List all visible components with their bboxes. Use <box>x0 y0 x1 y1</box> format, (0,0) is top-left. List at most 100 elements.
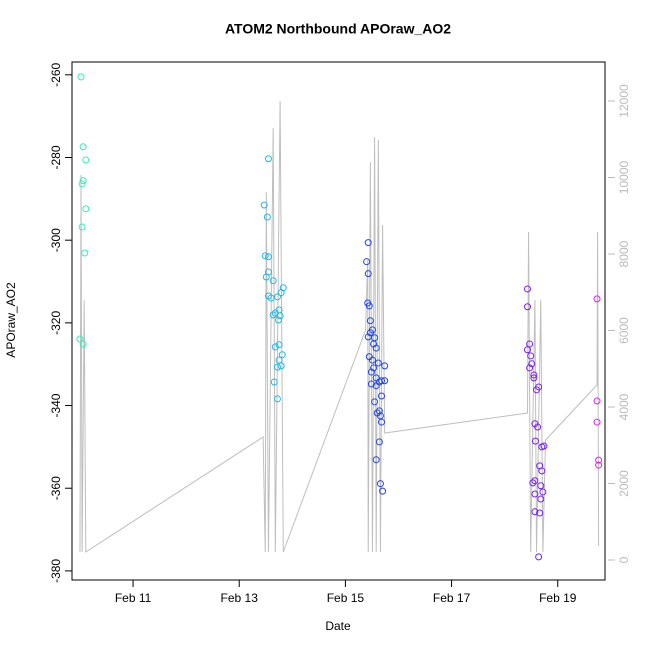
y2-tick-label: 4000 <box>617 393 631 420</box>
y2-tick-label: 6000 <box>617 317 631 344</box>
point <box>526 340 534 348</box>
chart-title: ATOM2 Northbound APOraw_AO2 <box>225 21 451 37</box>
y-tick-label: -300 <box>49 228 63 252</box>
point <box>82 205 90 213</box>
point <box>263 213 271 221</box>
x-tick-label: Feb 11 <box>115 591 152 605</box>
point <box>364 333 372 341</box>
point <box>540 442 548 450</box>
y2-tick-label: 0 <box>617 556 631 563</box>
point <box>261 252 269 260</box>
point <box>372 456 380 464</box>
point <box>264 253 272 261</box>
y2-tick-label: 2000 <box>617 470 631 497</box>
point <box>535 553 543 561</box>
point <box>276 312 284 320</box>
point <box>278 351 286 359</box>
point <box>593 418 601 426</box>
point <box>372 344 380 352</box>
point <box>530 371 538 379</box>
point <box>378 392 386 400</box>
point <box>267 294 275 302</box>
point <box>531 490 539 498</box>
point <box>79 177 87 185</box>
y-tick-label: -360 <box>49 476 63 500</box>
y-tick-label: -320 <box>49 311 63 335</box>
point <box>79 340 87 348</box>
y-tick-label: -380 <box>49 559 63 583</box>
point <box>370 364 378 372</box>
point <box>365 353 373 361</box>
point <box>376 480 384 488</box>
point <box>595 456 603 464</box>
point <box>528 360 536 368</box>
point <box>531 508 539 516</box>
point <box>273 363 281 371</box>
y2-tick-label: 12000 <box>617 84 631 118</box>
point <box>366 317 374 325</box>
point <box>381 362 389 370</box>
point <box>79 143 87 151</box>
point <box>275 356 283 364</box>
point <box>527 352 535 360</box>
point <box>593 397 601 405</box>
point <box>523 346 531 354</box>
point <box>538 467 546 475</box>
point <box>271 343 279 351</box>
point <box>81 249 89 257</box>
y-tick-label: -280 <box>49 145 63 169</box>
x-tick-label: Feb 15 <box>327 591 365 605</box>
y2-tick-label: 8000 <box>617 240 631 267</box>
point <box>531 437 539 445</box>
point <box>264 155 272 163</box>
y-tick-label: -260 <box>49 62 63 86</box>
point <box>273 395 281 403</box>
point <box>530 374 538 382</box>
point <box>593 295 601 303</box>
y2-tick-label: 10000 <box>617 161 631 195</box>
point <box>365 302 373 310</box>
point <box>523 285 531 293</box>
point <box>82 156 90 164</box>
plot-frame <box>71 61 606 581</box>
point <box>537 482 545 490</box>
point <box>76 335 84 343</box>
point <box>539 488 547 496</box>
point <box>364 239 372 247</box>
point <box>269 277 277 285</box>
point <box>531 477 539 485</box>
point <box>533 386 541 394</box>
point <box>277 362 285 370</box>
y-axis-label: APOraw_AO2 <box>4 282 18 358</box>
point <box>379 487 387 495</box>
point <box>529 479 537 487</box>
point <box>374 359 382 367</box>
point <box>536 509 544 517</box>
point <box>371 398 379 406</box>
point <box>366 329 374 337</box>
point <box>372 382 380 390</box>
point <box>364 270 372 278</box>
point <box>273 293 281 301</box>
point <box>260 201 268 209</box>
point <box>77 73 85 81</box>
point <box>523 303 531 311</box>
series-line <box>79 101 600 553</box>
point <box>534 423 542 431</box>
x-tick-label: Feb 13 <box>221 591 259 605</box>
point <box>526 364 534 372</box>
point <box>275 316 283 324</box>
point <box>375 407 383 415</box>
point <box>269 311 277 319</box>
point <box>270 378 278 386</box>
point <box>595 461 603 469</box>
point <box>537 495 545 503</box>
x-tick-label: Feb 17 <box>433 591 471 605</box>
point <box>381 377 389 385</box>
point <box>375 438 383 446</box>
point <box>277 289 285 297</box>
point <box>78 180 86 188</box>
point <box>378 377 386 385</box>
point <box>371 334 379 342</box>
